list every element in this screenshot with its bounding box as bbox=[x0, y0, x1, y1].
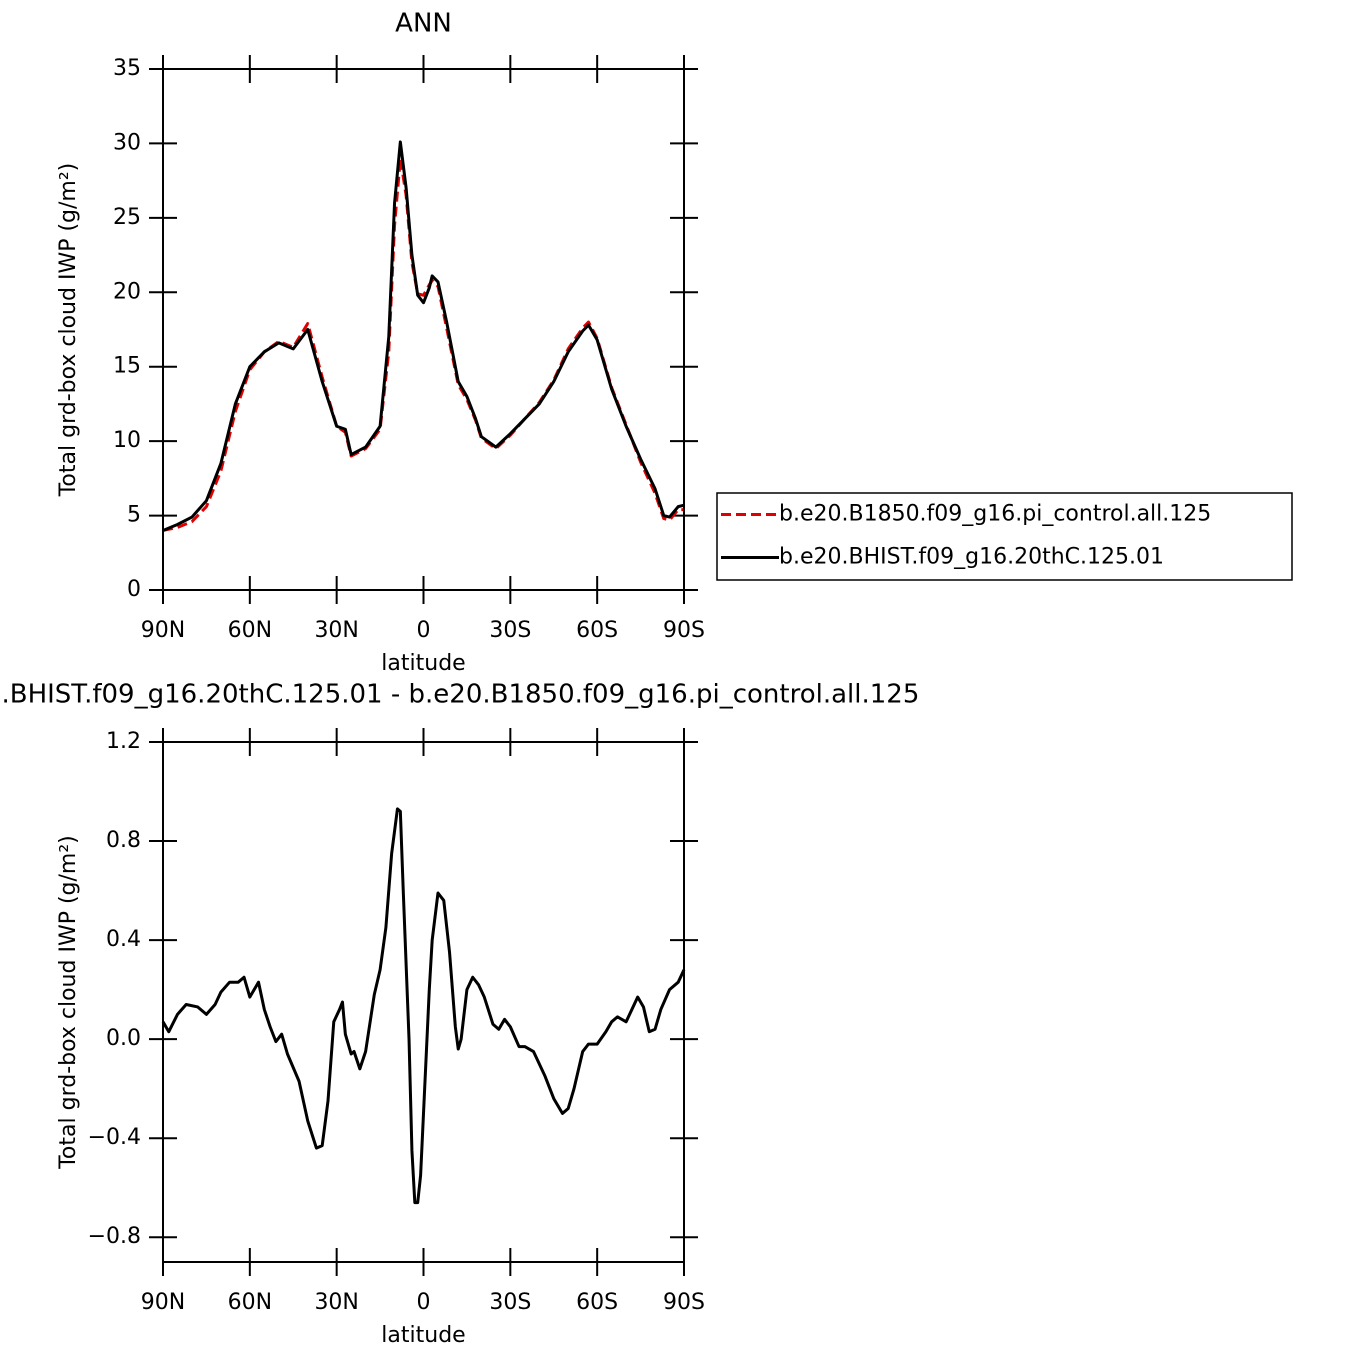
y-tick-label: −0.4 bbox=[88, 1125, 141, 1150]
y-tick-label: 0.4 bbox=[106, 927, 141, 952]
legend-label: b.e20.BHIST.f09_g16.20thC.125.01 bbox=[779, 545, 1164, 570]
x-axis-label: latitude bbox=[381, 651, 465, 676]
legend-box bbox=[716, 492, 1293, 581]
x-tick-label: 0 bbox=[417, 1290, 431, 1315]
x-tick-label: 90S bbox=[663, 618, 705, 643]
y-tick-label: 5 bbox=[127, 503, 141, 528]
x-tick-label: 90N bbox=[141, 1290, 185, 1315]
y-axis-label: Total grd-box cloud IWP (g/m²) bbox=[56, 835, 81, 1170]
data-line bbox=[162, 140, 685, 532]
data-line bbox=[162, 156, 684, 532]
y-tick-label: 25 bbox=[113, 205, 141, 230]
x-tick-label: 30S bbox=[489, 1290, 531, 1315]
x-tick-label: 90N bbox=[141, 618, 185, 643]
y-tick-label: 35 bbox=[113, 56, 141, 81]
chart-title: ANN bbox=[395, 9, 452, 39]
y-tick-label: 30 bbox=[113, 130, 141, 155]
plot-frame bbox=[162, 741, 685, 1263]
chart-title: b.e20.BHIST.f09_g16.20thC.125.01 - b.e20… bbox=[0, 680, 919, 710]
x-tick-label: 60S bbox=[576, 1290, 618, 1315]
y-tick-label: 0.0 bbox=[106, 1026, 141, 1051]
y-tick-label: 15 bbox=[113, 354, 141, 379]
y-axis-label: Total grd-box cloud IWP (g/m²) bbox=[56, 163, 81, 498]
y-tick-label: 0.8 bbox=[106, 828, 141, 853]
x-tick-label: 30N bbox=[314, 1290, 358, 1315]
plot-frame bbox=[162, 68, 685, 591]
x-tick-label: 90S bbox=[663, 1290, 705, 1315]
x-tick-label: 30S bbox=[489, 618, 531, 643]
x-tick-label: 60S bbox=[576, 618, 618, 643]
y-tick-label: 20 bbox=[113, 279, 141, 304]
y-tick-label: −0.8 bbox=[88, 1224, 141, 1249]
y-tick-label: 0 bbox=[127, 577, 141, 602]
legend-label: b.e20.B1850.f09_g16.pi_control.all.125 bbox=[779, 502, 1211, 527]
x-tick-label: 30N bbox=[314, 618, 358, 643]
x-axis-label: latitude bbox=[381, 1323, 465, 1348]
x-tick-label: 0 bbox=[417, 618, 431, 643]
x-tick-label: 60N bbox=[228, 618, 272, 643]
data-line bbox=[161, 807, 686, 1205]
x-tick-label: 60N bbox=[228, 1290, 272, 1315]
y-tick-label: 1.2 bbox=[106, 729, 141, 754]
y-tick-label: 10 bbox=[113, 428, 141, 453]
